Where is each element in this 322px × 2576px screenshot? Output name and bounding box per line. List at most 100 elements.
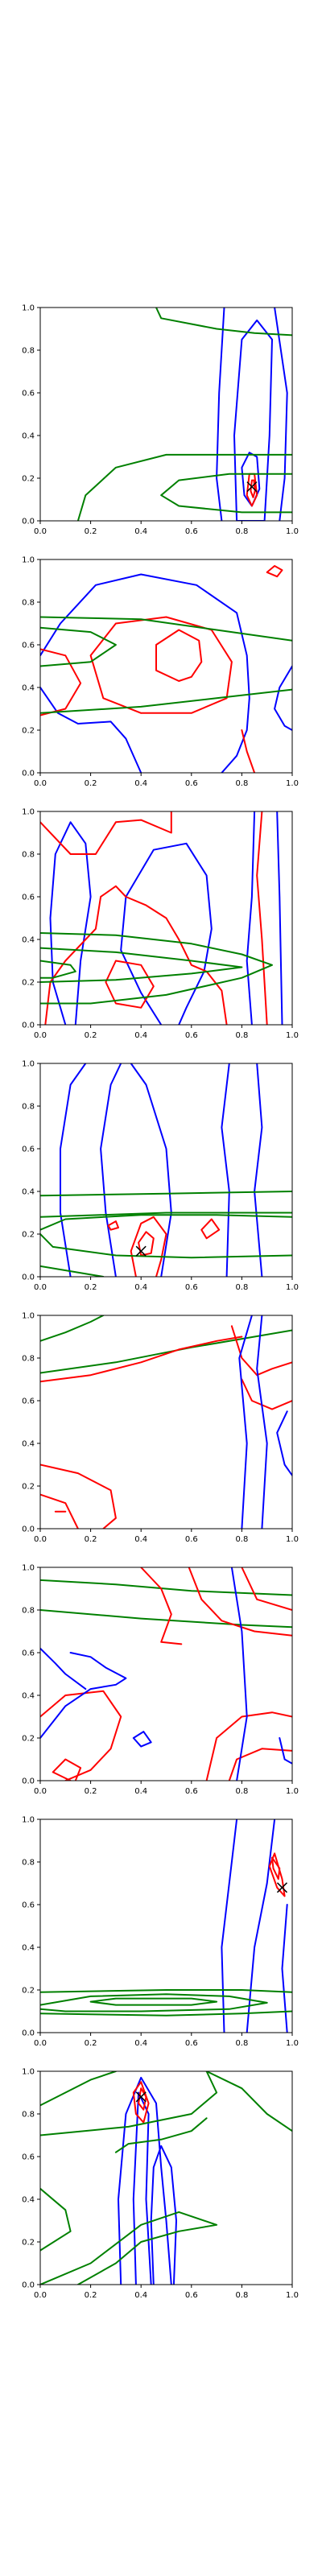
x-tick-label: 0.0: [34, 1031, 47, 1040]
contour-blue-3: [150, 2145, 177, 2285]
plot-area: [76, 308, 292, 521]
y-tick-label: 0.8: [22, 1859, 35, 1868]
contour-blue-2: [100, 1063, 122, 1277]
chart-panel-4: 0.0 0.2 0.4 0.6 0.8 1.0 0.0 0.2 0.4 0.6 0.8 1.0: [22, 1060, 299, 1293]
y-tick-label: 0.8: [22, 1607, 35, 1616]
y-tick-label: 0.4: [22, 684, 35, 693]
x-tick-label: 0.8: [235, 2039, 248, 2048]
x-tick-label: 0.2: [85, 2039, 97, 2048]
contour-red-9: [40, 1463, 117, 1529]
contour-blue-1: [216, 308, 225, 521]
contour-red-7: [105, 960, 155, 1009]
x-tick-label: 0.8: [235, 527, 248, 536]
contour-red-6: [130, 1216, 167, 1277]
x-tick-label: 0.0: [34, 2291, 47, 2300]
contour-blue-11: [40, 1652, 127, 1739]
contour-red-5: [241, 1378, 292, 1410]
axes-frame: [39, 1315, 293, 1530]
contour-blue-6: [238, 1315, 253, 1529]
x-tick-label: 0.4: [134, 1535, 147, 1544]
chart-panel-3: 0.0 0.2 0.4 0.6 0.8 1.0 0.0 0.2 0.4 0.6 0.8 1.0: [22, 808, 299, 1041]
y-tick-label: 0.4: [22, 2196, 35, 2205]
contour-blue-3: [246, 811, 256, 1025]
contour-red-4: [230, 1325, 292, 1377]
x-tick-label: 0.4: [134, 1283, 147, 1292]
x-tick-label: 1.0: [286, 1535, 299, 1544]
contour-blue-12: [132, 1731, 152, 1748]
x-tick-label: 0.8: [235, 1787, 248, 1796]
contour-green-9: [40, 932, 273, 1005]
contour-red-8: [266, 565, 283, 578]
contour-blue-3: [130, 1063, 172, 1277]
axes-frame: [39, 1567, 293, 1781]
y-tick-label: 0.8: [22, 347, 35, 356]
contour-blue-5: [254, 1063, 263, 1277]
x-tick-label: 0.2: [85, 1535, 97, 1544]
contour-blue-14: [279, 1737, 292, 1765]
contour-blue-4: [241, 452, 261, 507]
y-tick-label: 0.4: [22, 1188, 35, 1197]
chart-panel-5: 0.0 0.2 0.4 0.6 0.8 1.0 0.0 0.2 0.4 0.6 0.8 1.0: [22, 1312, 299, 1545]
y-tick-label: 0.0: [22, 2281, 35, 2290]
x-tick-label: 0.4: [134, 779, 147, 788]
x-tick-label: 0.4: [134, 1787, 147, 1796]
contour-red-8: [107, 1220, 119, 1231]
contour-red-7: [138, 1231, 155, 1257]
contour-green-9: [160, 473, 292, 514]
x-tick-label: 0.4: [134, 527, 147, 536]
x-tick-label: 0.8: [235, 779, 248, 788]
axes-frame: [39, 1063, 293, 1278]
x-marker: [135, 2091, 147, 2103]
x-marker: [135, 1245, 147, 1257]
contour-red-6: [250, 479, 256, 498]
y-tick-label: 0.6: [22, 390, 35, 398]
x-tick-label: 0.2: [85, 1031, 97, 1040]
x-tick-label: 0.6: [185, 527, 198, 536]
y-tick-label: 0.0: [22, 1274, 35, 1282]
chart-panel-6: 0.0 0.2 0.4 0.6 0.8 1.0 0.0 0.2 0.4 0.6 0.8 1.0: [22, 1564, 299, 1797]
contour-red-4: [132, 2081, 150, 2124]
y-tick-label: 0.0: [22, 770, 35, 778]
contour-green-10: [40, 626, 117, 667]
x-tick-label: 0.6: [185, 1283, 198, 1292]
x-tick-label: 0.6: [185, 2291, 198, 2300]
contour-green-7: [40, 2010, 292, 2017]
contour-red-10: [40, 1493, 79, 1529]
y-tick-label: 1.0: [22, 1060, 35, 1069]
x-tick-label: 0.8: [235, 1535, 248, 1544]
contour-blue-2: [132, 2091, 152, 2285]
contour-green-10: [40, 1191, 292, 1197]
x-tick-label: 0.2: [85, 2291, 97, 2300]
contour-red-7: [52, 1758, 82, 1781]
contour-red-5: [271, 1856, 281, 1880]
contour-red-5: [40, 811, 172, 855]
y-tick-label: 0.6: [22, 2153, 35, 2162]
contour-blue-4: [221, 1063, 230, 1277]
contour-green-10: [40, 2211, 218, 2285]
y-tick-label: 0.2: [22, 475, 35, 484]
contour-blue-1: [49, 821, 92, 1025]
y-tick-label: 0.0: [22, 1777, 35, 1786]
y-tick-label: 0.4: [22, 432, 35, 441]
x-tick-label: 1.0: [286, 2039, 299, 2048]
contour-blue-13: [230, 1567, 248, 1781]
contour-blue-2: [120, 842, 213, 1025]
y-tick-label: 1.0: [22, 808, 35, 817]
y-tick-label: 0.2: [22, 1231, 35, 1240]
x-marker-stroke-2: [135, 1245, 147, 1257]
y-tick-label: 1.0: [22, 1312, 35, 1321]
contour-green-1: [40, 1315, 105, 1342]
y-tick-label: 0.2: [22, 1987, 35, 1996]
contour-blue-3: [281, 1904, 288, 2033]
x-tick-label: 1.0: [286, 1031, 299, 1040]
x-tick-label: 0.6: [185, 2039, 198, 2048]
x-marker: [276, 1882, 288, 1893]
contour-green-6: [40, 1989, 292, 1993]
x-tick-label: 0.2: [85, 1787, 97, 1796]
chart-panel-1: 0.0 0.2 0.4 0.6 0.8 1.0 0.0 0.2 0.4 0.6 0.8 1.0: [22, 304, 299, 537]
x-tick-label: 0.2: [85, 1283, 97, 1292]
contour-red-5: [241, 1567, 292, 1611]
y-tick-label: 0.6: [22, 642, 35, 650]
y-tick-label: 0.2: [22, 2239, 35, 2248]
